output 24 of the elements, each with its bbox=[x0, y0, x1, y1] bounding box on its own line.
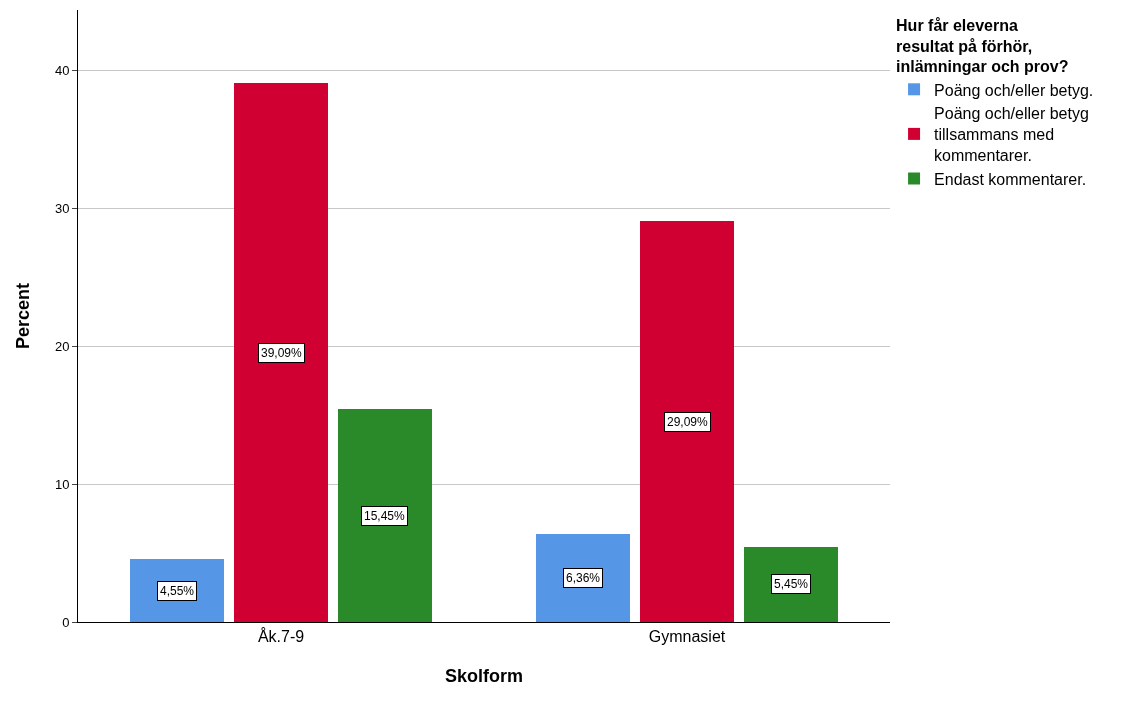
legend-label: Endast kommentarer. bbox=[934, 170, 1087, 188]
y-tick-label: 20 bbox=[54, 338, 70, 354]
bar bbox=[744, 547, 838, 622]
bar bbox=[640, 221, 734, 622]
data-label: 15,45% bbox=[364, 509, 406, 523]
data-label: 6,36% bbox=[566, 571, 601, 585]
y-tick-label: 10 bbox=[54, 476, 70, 492]
x-tick-label: Åk.7-9 bbox=[257, 627, 305, 646]
data-label: 5,45% bbox=[774, 577, 809, 591]
bar bbox=[338, 409, 432, 622]
y-tick-label: 30 bbox=[54, 201, 70, 217]
bar bbox=[536, 534, 630, 622]
y-tick-label: 40 bbox=[54, 63, 70, 79]
legend-label: Poäng och/eller betyg tillsammans med kommentarer. bbox=[934, 105, 1089, 164]
legend-label: Poäng och/eller betyg. bbox=[934, 81, 1094, 99]
bar bbox=[234, 83, 328, 622]
legend-title: Hur får eleverna resultat på förhör, inlämningar och prov? bbox=[896, 16, 1069, 76]
x-axis-title: Skolform bbox=[444, 666, 524, 687]
y-tick-label: 0 bbox=[62, 614, 70, 630]
y-axis-title: Percent bbox=[13, 282, 34, 350]
data-label: 4,55% bbox=[160, 584, 195, 598]
data-label: 29,09% bbox=[667, 415, 709, 429]
data-label: 39,09% bbox=[261, 346, 303, 360]
x-tick-label: Gymnasiet bbox=[648, 628, 726, 646]
